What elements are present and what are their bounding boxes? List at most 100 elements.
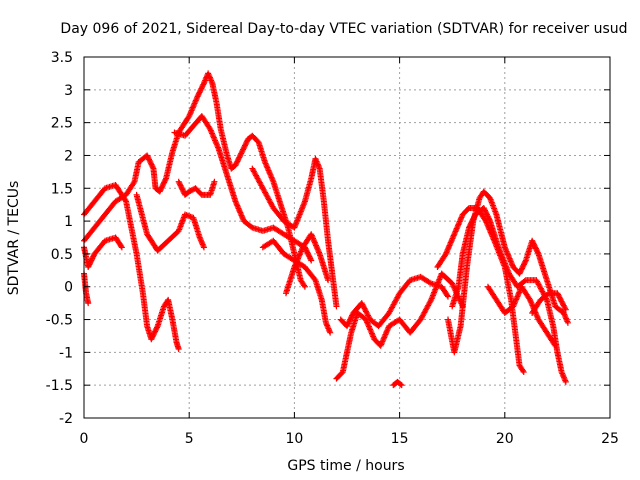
data-point (530, 240, 537, 247)
data-point (154, 324, 161, 331)
series-track-17 (484, 283, 559, 349)
data-point (520, 262, 527, 269)
data-point (552, 342, 559, 349)
data-point (87, 258, 94, 265)
data-point (159, 183, 166, 190)
data-point (199, 84, 206, 91)
data-point (338, 370, 345, 377)
y-tick-label: 3.5 (51, 50, 73, 66)
data-point (242, 141, 249, 148)
data-point (178, 183, 185, 190)
data-point (200, 81, 207, 88)
data-point (159, 181, 166, 188)
data-point (308, 257, 315, 264)
data-point (483, 211, 490, 218)
data-point (144, 153, 151, 160)
data-point (347, 315, 354, 322)
data-point (533, 246, 540, 253)
data-point (346, 317, 353, 324)
y-tick-label: 1.5 (51, 181, 73, 197)
data-point (240, 145, 247, 152)
data-point (521, 278, 528, 285)
data-point (85, 262, 92, 269)
data-point (199, 82, 206, 89)
data-point (397, 381, 404, 388)
data-point (347, 316, 354, 323)
data-point (534, 249, 541, 256)
data-point (239, 147, 246, 154)
series-track-16 (444, 188, 571, 356)
data-point (180, 187, 187, 194)
data-point (178, 185, 185, 192)
x-tick-label: 15 (391, 431, 409, 447)
y-tick-label: 0.5 (51, 247, 73, 263)
data-point (534, 248, 541, 255)
data-point (564, 319, 571, 326)
data-point (304, 249, 311, 256)
data-point (519, 265, 526, 272)
data-point (519, 264, 526, 271)
data-point (520, 261, 527, 268)
data-point (175, 346, 182, 353)
data-point (197, 86, 204, 93)
data-point (481, 206, 488, 213)
data-point (232, 162, 239, 169)
x-tick-label: 5 (185, 431, 194, 447)
data-point (175, 178, 182, 185)
data-point (158, 185, 165, 192)
data-point (444, 293, 451, 300)
data-point (243, 138, 250, 145)
data-point (147, 159, 154, 166)
data-point (517, 269, 524, 276)
data-point (237, 151, 244, 158)
data-point (156, 188, 163, 195)
data-point (195, 92, 202, 99)
data-point (238, 150, 245, 157)
data-point (233, 159, 240, 166)
y-tick-label: -1 (59, 345, 73, 361)
data-point (146, 157, 153, 164)
data-point (516, 270, 523, 277)
data-point (529, 237, 536, 244)
data-point (426, 279, 433, 286)
y-tick-label: 2.5 (51, 116, 73, 132)
series-track-2 (81, 234, 125, 271)
data-point (150, 332, 157, 339)
data-point (152, 328, 159, 335)
series-track-10 (282, 231, 332, 297)
series-track-6 (171, 113, 315, 264)
data-point (485, 214, 492, 221)
data-point (243, 139, 250, 146)
data-point (348, 313, 355, 320)
data-point (345, 320, 352, 327)
data-point (198, 85, 205, 92)
data-point (551, 341, 558, 348)
data-point (325, 277, 332, 284)
data-point (87, 260, 94, 267)
data-point (200, 244, 207, 251)
data-point (157, 187, 164, 194)
data-point (152, 327, 159, 334)
data-point (444, 292, 451, 299)
x-tick-labels: 0 5 10 15 20 25 (80, 431, 619, 447)
data-point (162, 176, 169, 183)
data-point (86, 261, 93, 268)
data-point (150, 330, 157, 337)
data-point (118, 244, 125, 251)
y-tick-label: 3 (64, 83, 73, 99)
series-track-13 (390, 378, 405, 389)
series-track-18 (529, 290, 569, 316)
data-point (153, 325, 160, 332)
data-point (301, 282, 308, 289)
data-point (238, 149, 245, 156)
data-point (303, 248, 310, 255)
data-point (149, 333, 156, 340)
data-point (236, 154, 243, 161)
series-track-8 (249, 155, 340, 310)
y-tick-label: 0 (64, 280, 73, 296)
data-point (333, 303, 340, 310)
chart-title: Day 096 of 2021, Sidereal Day-to-day VTE… (60, 21, 627, 37)
data-point (518, 266, 525, 273)
data-point (130, 180, 137, 187)
